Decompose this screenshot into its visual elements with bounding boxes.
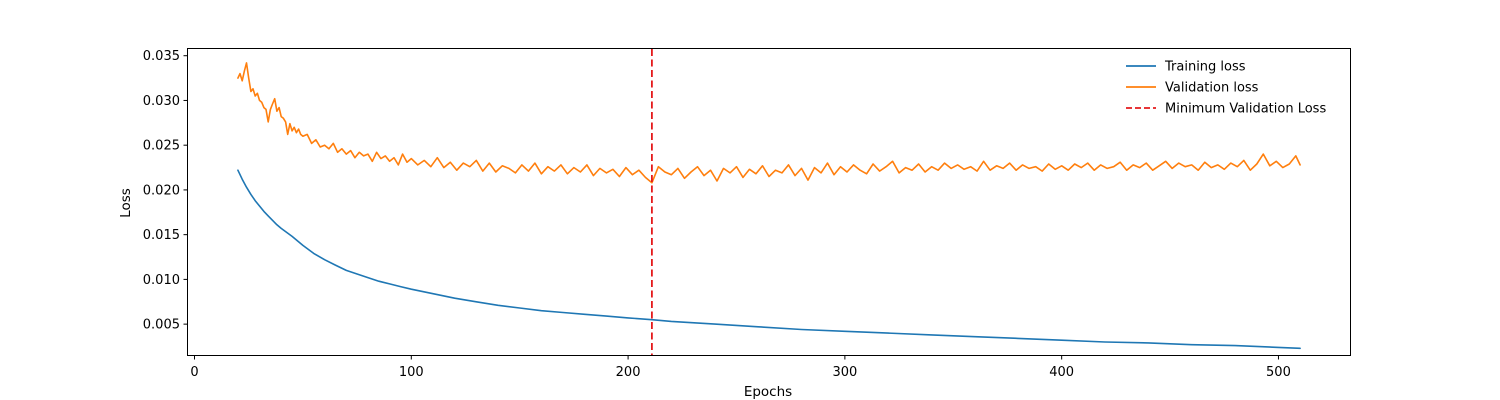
legend: Training loss Validation loss Minimum Vali…	[1126, 60, 1326, 117]
y-tick-label: 0.015	[143, 228, 180, 243]
x-tick-label: 400	[1049, 365, 1074, 380]
x-tick-label: 300	[832, 365, 857, 380]
series-line-validation-loss	[237, 62, 1301, 184]
x-axis-label: Epochs	[744, 384, 792, 400]
x-tick-label: 100	[399, 365, 424, 380]
x-tick-label: 0	[190, 365, 198, 380]
series-layer	[237, 49, 1301, 355]
y-tick-label: 0.020	[143, 183, 180, 198]
legend-label: Training loss	[1164, 60, 1246, 75]
y-tick-label: 0.035	[143, 49, 180, 64]
y-tick-label: 0.025	[143, 139, 180, 154]
y-tick-label: 0.010	[143, 273, 180, 288]
x-tick-label: 200	[616, 365, 641, 380]
legend-label: Minimum Validation Loss	[1165, 102, 1326, 117]
y-tick-label: 0.005	[143, 318, 180, 333]
y-tick-label: 0.030	[143, 94, 180, 109]
series-line-training-loss	[237, 169, 1301, 350]
y-axis-ticks: 0.005 0.010 0.015 0.020 0.025 0.030 0.035	[143, 49, 188, 333]
x-tick-label: 500	[1266, 365, 1291, 380]
y-axis-label: Loss	[118, 188, 134, 218]
x-axis-ticks: 0 100 200 300 400 500	[190, 355, 1291, 380]
plot-frame	[187, 48, 1351, 356]
legend-label: Validation loss	[1165, 81, 1259, 96]
